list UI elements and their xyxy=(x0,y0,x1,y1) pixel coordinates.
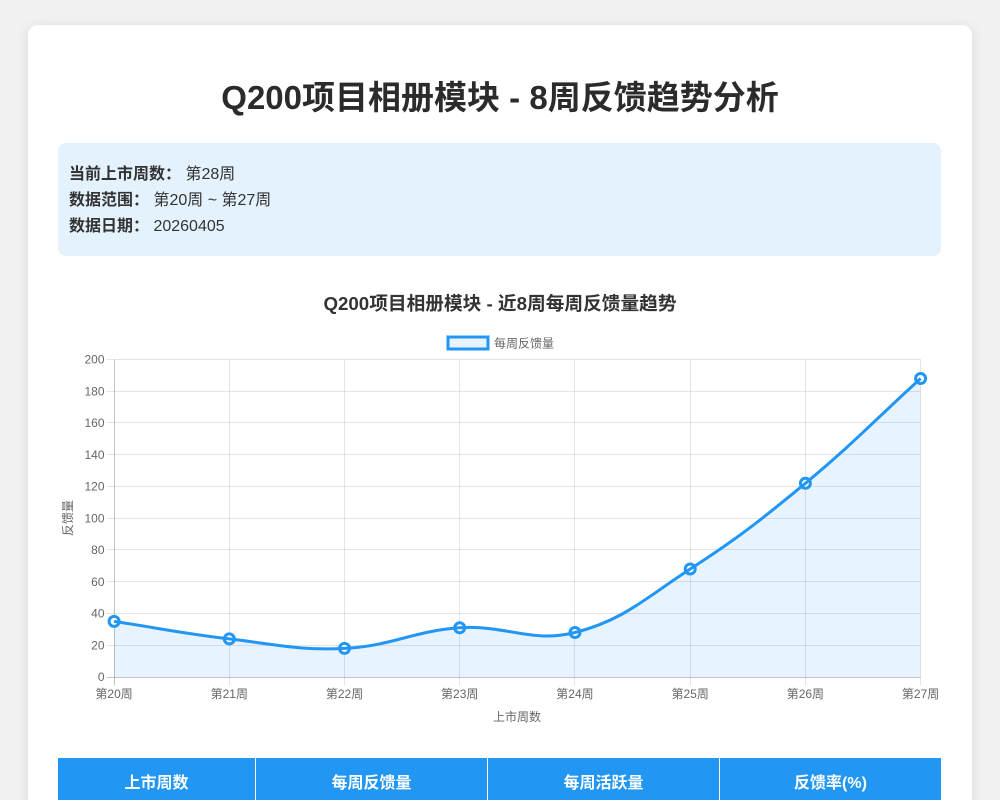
svg-text:20: 20 xyxy=(91,638,105,652)
svg-text:40: 40 xyxy=(91,607,105,621)
svg-text:80: 80 xyxy=(91,543,105,557)
svg-text:60: 60 xyxy=(91,575,105,589)
svg-text:第21周: 第21周 xyxy=(211,687,248,701)
svg-text:第24周: 第24周 xyxy=(556,687,593,701)
svg-text:上市周数: 上市周数 xyxy=(493,709,541,724)
svg-text:每周反馈量: 每周反馈量 xyxy=(494,336,554,351)
svg-text:第22周: 第22周 xyxy=(326,687,363,701)
svg-text:第25周: 第25周 xyxy=(671,687,708,701)
svg-text:反馈量: 反馈量 xyxy=(61,500,75,536)
svg-text:200: 200 xyxy=(84,353,104,367)
svg-text:第27周: 第27周 xyxy=(902,687,939,701)
svg-text:160: 160 xyxy=(84,416,104,430)
svg-text:100: 100 xyxy=(84,511,104,525)
svg-text:Q200项目相册模块 - 近8周每周反馈量趋势: Q200项目相册模块 - 近8周每周反馈量趋势 xyxy=(323,293,676,314)
svg-text:140: 140 xyxy=(84,448,104,462)
svg-text:第23周: 第23周 xyxy=(441,687,478,701)
svg-text:第20周: 第20周 xyxy=(95,687,132,701)
svg-text:第26周: 第26周 xyxy=(787,687,824,701)
svg-text:120: 120 xyxy=(84,480,104,494)
svg-text:180: 180 xyxy=(84,384,104,398)
svg-text:0: 0 xyxy=(98,670,105,684)
